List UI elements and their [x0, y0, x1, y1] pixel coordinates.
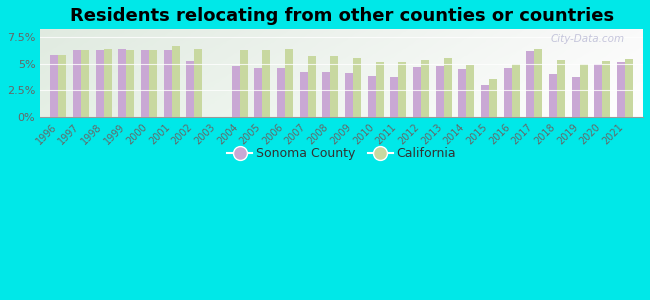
Bar — [580, 64, 588, 117]
Bar — [73, 50, 81, 117]
Bar — [557, 60, 565, 117]
Bar — [549, 74, 557, 117]
Bar — [443, 58, 452, 117]
Bar — [285, 49, 293, 117]
Text: City-Data.com: City-Data.com — [551, 34, 625, 44]
Bar — [300, 72, 307, 117]
Bar — [187, 61, 194, 117]
Bar — [149, 50, 157, 117]
Bar — [534, 49, 542, 117]
Bar — [307, 56, 315, 117]
Bar — [322, 72, 330, 117]
Bar — [353, 58, 361, 117]
Bar — [345, 73, 353, 117]
Bar — [277, 68, 285, 117]
Bar — [118, 49, 126, 117]
Bar — [571, 77, 580, 117]
Bar — [489, 79, 497, 117]
Bar — [526, 51, 534, 117]
Bar — [263, 50, 270, 117]
Bar — [368, 76, 376, 117]
Bar — [81, 50, 89, 117]
Bar — [330, 56, 338, 117]
Bar — [603, 61, 610, 117]
Bar — [58, 55, 66, 117]
Bar — [103, 49, 112, 117]
Bar — [391, 77, 398, 117]
Title: Residents relocating from other counties or countries: Residents relocating from other counties… — [70, 7, 614, 25]
Bar — [594, 64, 603, 117]
Bar — [413, 67, 421, 117]
Bar — [254, 68, 263, 117]
Bar — [51, 55, 58, 117]
Bar — [625, 59, 633, 117]
Bar — [398, 62, 406, 117]
Bar — [458, 69, 466, 117]
Bar — [481, 85, 489, 117]
Bar — [421, 60, 429, 117]
Legend: Sonoma County, California: Sonoma County, California — [222, 142, 461, 165]
Bar — [96, 50, 103, 117]
Bar — [466, 64, 474, 117]
Bar — [172, 46, 179, 117]
Bar — [617, 62, 625, 117]
Bar — [141, 50, 149, 117]
Bar — [240, 50, 248, 117]
Bar — [504, 68, 512, 117]
Bar — [231, 66, 240, 117]
Bar — [436, 66, 443, 117]
Bar — [164, 50, 172, 117]
Bar — [194, 49, 202, 117]
Bar — [512, 64, 519, 117]
Bar — [376, 62, 384, 117]
Bar — [126, 50, 135, 117]
